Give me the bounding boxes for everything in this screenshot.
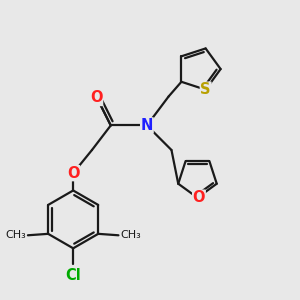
Text: O: O <box>67 166 80 181</box>
Text: S: S <box>200 82 211 97</box>
Text: N: N <box>141 118 153 133</box>
Text: CH₃: CH₃ <box>6 230 26 240</box>
Text: CH₃: CH₃ <box>120 230 141 240</box>
Text: O: O <box>193 190 205 205</box>
Text: Cl: Cl <box>65 268 81 283</box>
Text: O: O <box>90 91 103 106</box>
